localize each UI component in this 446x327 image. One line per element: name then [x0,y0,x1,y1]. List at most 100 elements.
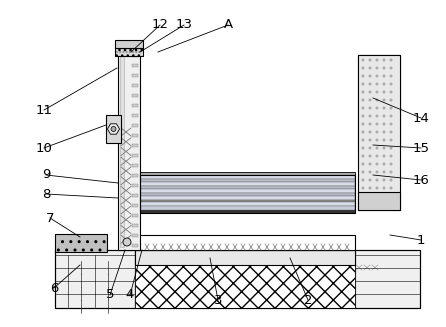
Circle shape [368,98,372,101]
Circle shape [376,123,379,126]
Circle shape [389,146,392,149]
Bar [140,210,355,213]
Circle shape [362,163,364,165]
Circle shape [383,107,385,110]
Circle shape [383,179,385,181]
Circle shape [376,59,379,61]
Bar [140,182,355,186]
Circle shape [376,91,379,94]
Bar [132,204,138,207]
Circle shape [389,107,392,110]
Circle shape [362,98,364,101]
Circle shape [376,114,379,117]
Bar [132,64,138,67]
Circle shape [389,170,392,174]
Bar [140,202,355,206]
Polygon shape [107,124,120,134]
Bar [132,124,138,127]
Bar [132,164,138,167]
Circle shape [122,51,124,53]
Text: 5: 5 [106,288,114,301]
Circle shape [368,154,372,158]
Circle shape [383,98,385,101]
Circle shape [362,130,364,133]
Bar [132,54,138,57]
Circle shape [383,154,385,158]
Circle shape [389,82,392,85]
Circle shape [383,139,385,142]
Circle shape [383,114,385,117]
Circle shape [376,195,379,198]
Circle shape [368,82,372,85]
Text: 12: 12 [152,19,169,31]
Bar [135,265,355,308]
Bar [55,250,420,308]
Circle shape [383,130,385,133]
Text: 6: 6 [50,282,58,295]
Circle shape [389,139,392,142]
Circle shape [368,75,372,77]
Bar [132,154,138,157]
Circle shape [129,51,131,53]
Text: 2: 2 [304,294,312,306]
Text: 14: 14 [413,112,429,125]
Circle shape [362,146,364,149]
Circle shape [389,186,392,190]
Circle shape [376,146,379,149]
Circle shape [376,179,379,181]
Text: 1: 1 [417,233,425,247]
Circle shape [368,114,372,117]
Bar [106,115,121,143]
Bar [55,250,135,308]
Bar [358,55,400,210]
Text: 10: 10 [36,142,53,154]
Circle shape [362,82,364,85]
Bar [132,174,138,177]
Circle shape [389,98,392,101]
Circle shape [368,139,372,142]
Circle shape [368,195,372,198]
Circle shape [389,123,392,126]
Circle shape [368,123,372,126]
Circle shape [362,59,364,61]
Circle shape [368,91,372,94]
Bar [358,55,400,150]
Bar [132,214,138,217]
Circle shape [383,186,385,190]
Bar [132,84,138,87]
Bar [140,175,355,179]
Text: 16: 16 [413,174,429,186]
Circle shape [376,186,379,190]
Circle shape [362,66,364,70]
Bar [132,194,138,197]
Bar [132,134,138,137]
Circle shape [362,114,364,117]
Circle shape [389,59,392,61]
Text: 3: 3 [214,294,222,306]
Circle shape [383,91,385,94]
Circle shape [362,170,364,174]
Text: 7: 7 [46,212,54,225]
Circle shape [376,170,379,174]
Circle shape [132,51,134,53]
Bar [355,250,420,308]
Circle shape [362,75,364,77]
Circle shape [362,179,364,181]
Circle shape [368,179,372,181]
Bar [140,175,355,213]
Bar [132,74,138,77]
Circle shape [389,130,392,133]
Circle shape [376,154,379,158]
Bar [132,184,138,187]
Circle shape [362,123,364,126]
Bar [135,250,355,265]
Circle shape [389,91,392,94]
Bar [140,193,355,196]
Text: 8: 8 [42,187,50,200]
Text: 11: 11 [36,104,53,116]
Text: 15: 15 [413,142,429,154]
Circle shape [111,127,116,131]
Text: 9: 9 [42,168,50,181]
Bar [140,206,355,210]
Circle shape [389,163,392,165]
